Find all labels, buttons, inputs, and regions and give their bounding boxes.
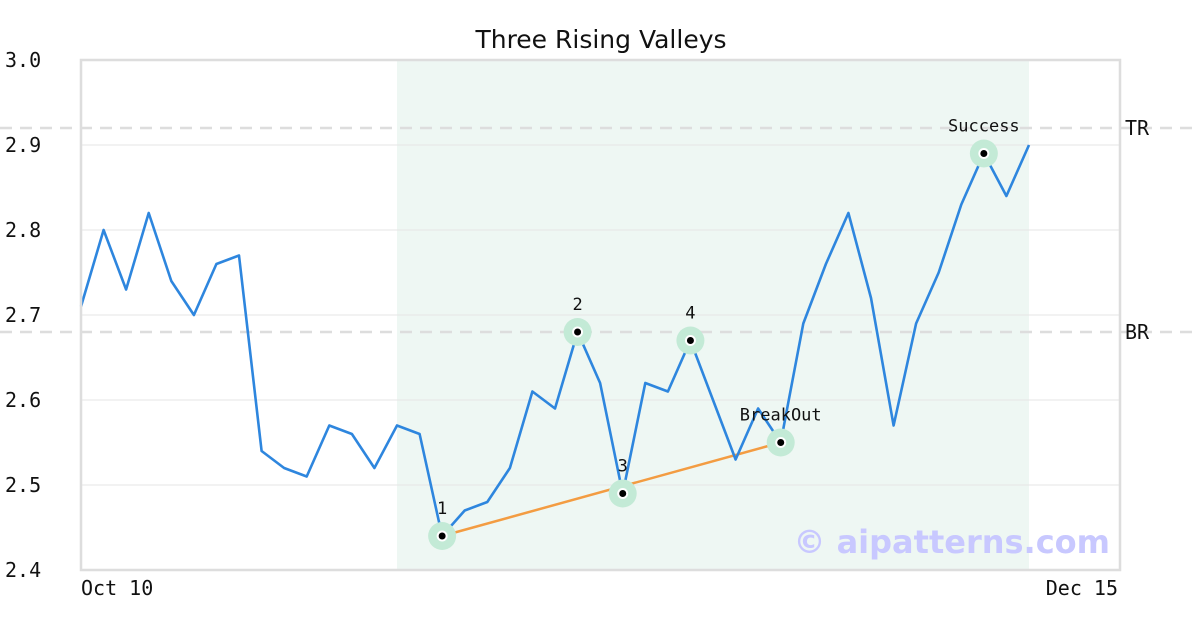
reference-label-tr: TR bbox=[1125, 116, 1150, 140]
pattern-point-4: 4 bbox=[676, 304, 705, 355]
point-label: 3 bbox=[618, 457, 628, 477]
price-series-line bbox=[79, 144, 1031, 538]
point-dot bbox=[686, 337, 694, 344]
y-tick-label: 2.5 bbox=[5, 473, 41, 497]
point-label: Success bbox=[948, 117, 1020, 137]
pattern-point-3: 3 bbox=[608, 457, 637, 508]
x-tick-label-start: Oct 10 bbox=[81, 576, 153, 600]
pattern-point-breakout: BreakOut bbox=[740, 406, 822, 457]
pattern-point-1: 1 bbox=[428, 499, 457, 550]
watermark: © aipatterns.com bbox=[793, 523, 1110, 561]
y-tick-label: 3.0 bbox=[5, 48, 41, 72]
y-tick-label: 2.9 bbox=[5, 133, 41, 157]
reference-label-br: BR bbox=[1125, 320, 1150, 344]
pattern-point-2: 2 bbox=[563, 295, 592, 346]
point-dot bbox=[574, 328, 582, 336]
point-label: 1 bbox=[437, 499, 447, 519]
pattern-point-success: Success bbox=[948, 117, 1020, 168]
point-label: 2 bbox=[572, 295, 582, 315]
point-dot bbox=[777, 439, 785, 446]
y-tick-label: 2.6 bbox=[5, 388, 41, 412]
y-tick-label: 2.4 bbox=[5, 558, 41, 582]
y-tick-label: 2.8 bbox=[5, 218, 41, 242]
y-tick-label: 2.7 bbox=[5, 303, 41, 327]
x-tick-label-end: Dec 15 bbox=[1046, 576, 1118, 600]
point-dot bbox=[619, 490, 627, 497]
point-label: BreakOut bbox=[740, 406, 822, 426]
point-label: 4 bbox=[685, 304, 695, 324]
point-dot bbox=[438, 532, 446, 540]
plot-border bbox=[79, 58, 1122, 572]
chart-title: Three Rising Valleys bbox=[474, 25, 726, 54]
point-dot bbox=[980, 150, 988, 157]
